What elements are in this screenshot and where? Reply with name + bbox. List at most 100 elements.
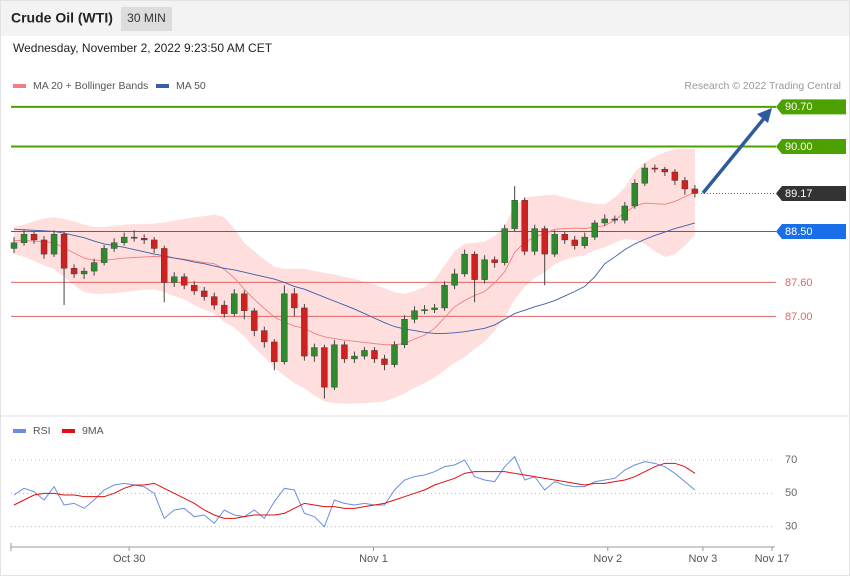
candle-body: [211, 296, 218, 306]
candle-body: [401, 319, 408, 345]
candle-body: [621, 205, 629, 221]
candle-body: [150, 239, 158, 249]
candle-body: [70, 268, 78, 275]
level-label: 88.50: [785, 226, 813, 238]
legend-label: MA 20 + Bollinger Bands: [33, 80, 148, 92]
candle-body: [681, 180, 689, 190]
candle-body: [501, 228, 508, 263]
candle-body: [541, 228, 548, 255]
legend-label: 9MA: [82, 425, 104, 437]
candle-body: [30, 234, 38, 241]
candle-body: [231, 293, 238, 314]
candle-body: [471, 253, 478, 280]
candle-body: [140, 238, 148, 241]
candle-body: [261, 330, 268, 343]
x-tick-label: Nov 3: [689, 553, 718, 565]
x-tick-label: Nov 2: [593, 553, 622, 565]
candle-body: [90, 262, 98, 272]
candle-body: [301, 307, 308, 357]
candle-body: [551, 234, 558, 255]
candle-body: [60, 234, 68, 269]
candle-body: [50, 234, 58, 255]
x-tick-label: Nov 17: [755, 553, 790, 565]
candle-body: [491, 259, 498, 263]
candle-body: [241, 293, 248, 311]
candle-body: [371, 350, 378, 360]
level-label: 89.17: [785, 188, 813, 200]
level-label: 87.00: [785, 311, 813, 323]
y-tick-label: 30: [785, 521, 797, 533]
candle-body: [291, 293, 298, 309]
candle-body: [511, 200, 518, 229]
level-label: 90.70: [785, 101, 813, 113]
level-label: 87.60: [785, 277, 813, 289]
candle-body: [251, 310, 258, 331]
title: Crude Oil (WTI): [11, 10, 113, 26]
candle-body: [561, 234, 568, 241]
candle-body: [191, 285, 198, 292]
forecast-arrow: [701, 114, 768, 195]
candle-body: [641, 167, 649, 184]
candle-body: [80, 270, 88, 275]
candle-body: [321, 347, 328, 388]
legend-swatch: [13, 429, 26, 433]
candle-body: [571, 239, 578, 246]
candle-body: [591, 222, 598, 238]
candle-body: [431, 307, 438, 310]
candle-body: [341, 344, 348, 360]
y-tick-label: 50: [785, 487, 797, 499]
candle-body: [441, 285, 448, 309]
candle-body: [171, 276, 178, 283]
legend-label: RSI: [33, 425, 51, 437]
candle-body: [361, 350, 368, 357]
candle-body: [120, 236, 128, 243]
candle-body: [331, 344, 338, 388]
candle-body: [421, 309, 428, 311]
candle-body: [110, 242, 118, 249]
source: Research © 2022 Trading Central: [684, 80, 841, 92]
y-tick-label: 70: [785, 454, 797, 466]
candle-body: [161, 248, 168, 283]
legend-swatch: [156, 84, 169, 88]
x-tick-label: Oct 30: [113, 553, 145, 565]
candle-body: [20, 234, 28, 243]
legend-swatch: [62, 429, 75, 433]
x-tick-label: Nov 1: [359, 553, 388, 565]
rsi-line: [13, 455, 696, 528]
level-label-box: [776, 138, 846, 154]
interval[interactable]: 30 MIN: [127, 11, 166, 25]
candle-body: [481, 259, 488, 280]
candle-body: [651, 167, 659, 170]
candle-body: [631, 183, 639, 207]
candle-body: [381, 358, 388, 365]
candle-body: [531, 228, 538, 252]
candle-body: [221, 304, 228, 314]
level-label-box: [776, 185, 846, 201]
candle-body: [451, 273, 458, 286]
candle-body: [581, 236, 588, 246]
indicator-line: [13, 222, 696, 334]
candle-body: [601, 218, 608, 224]
candle-body: [271, 341, 278, 362]
candle-body: [661, 168, 669, 173]
candle-body: [521, 200, 528, 252]
legend-label: MA 50: [176, 80, 206, 92]
indicator-line: [14, 191, 696, 346]
candle-body: [201, 290, 208, 297]
candle-body: [391, 344, 398, 365]
candle-body: [311, 347, 318, 357]
candle-body: [100, 248, 108, 263]
candle-body: [611, 218, 618, 221]
candle-body: [10, 242, 18, 249]
level-label-box: [776, 99, 846, 115]
level-label: 90.00: [785, 141, 813, 153]
candle-body: [181, 276, 188, 286]
candle-body: [281, 293, 288, 362]
timestamp: Wednesday, November 2, 2022 9:23:50 AM C…: [13, 41, 273, 55]
candle-body: [691, 188, 699, 194]
candle-body: [351, 355, 358, 360]
candle-body: [411, 310, 418, 320]
interval-box[interactable]: [121, 7, 172, 31]
